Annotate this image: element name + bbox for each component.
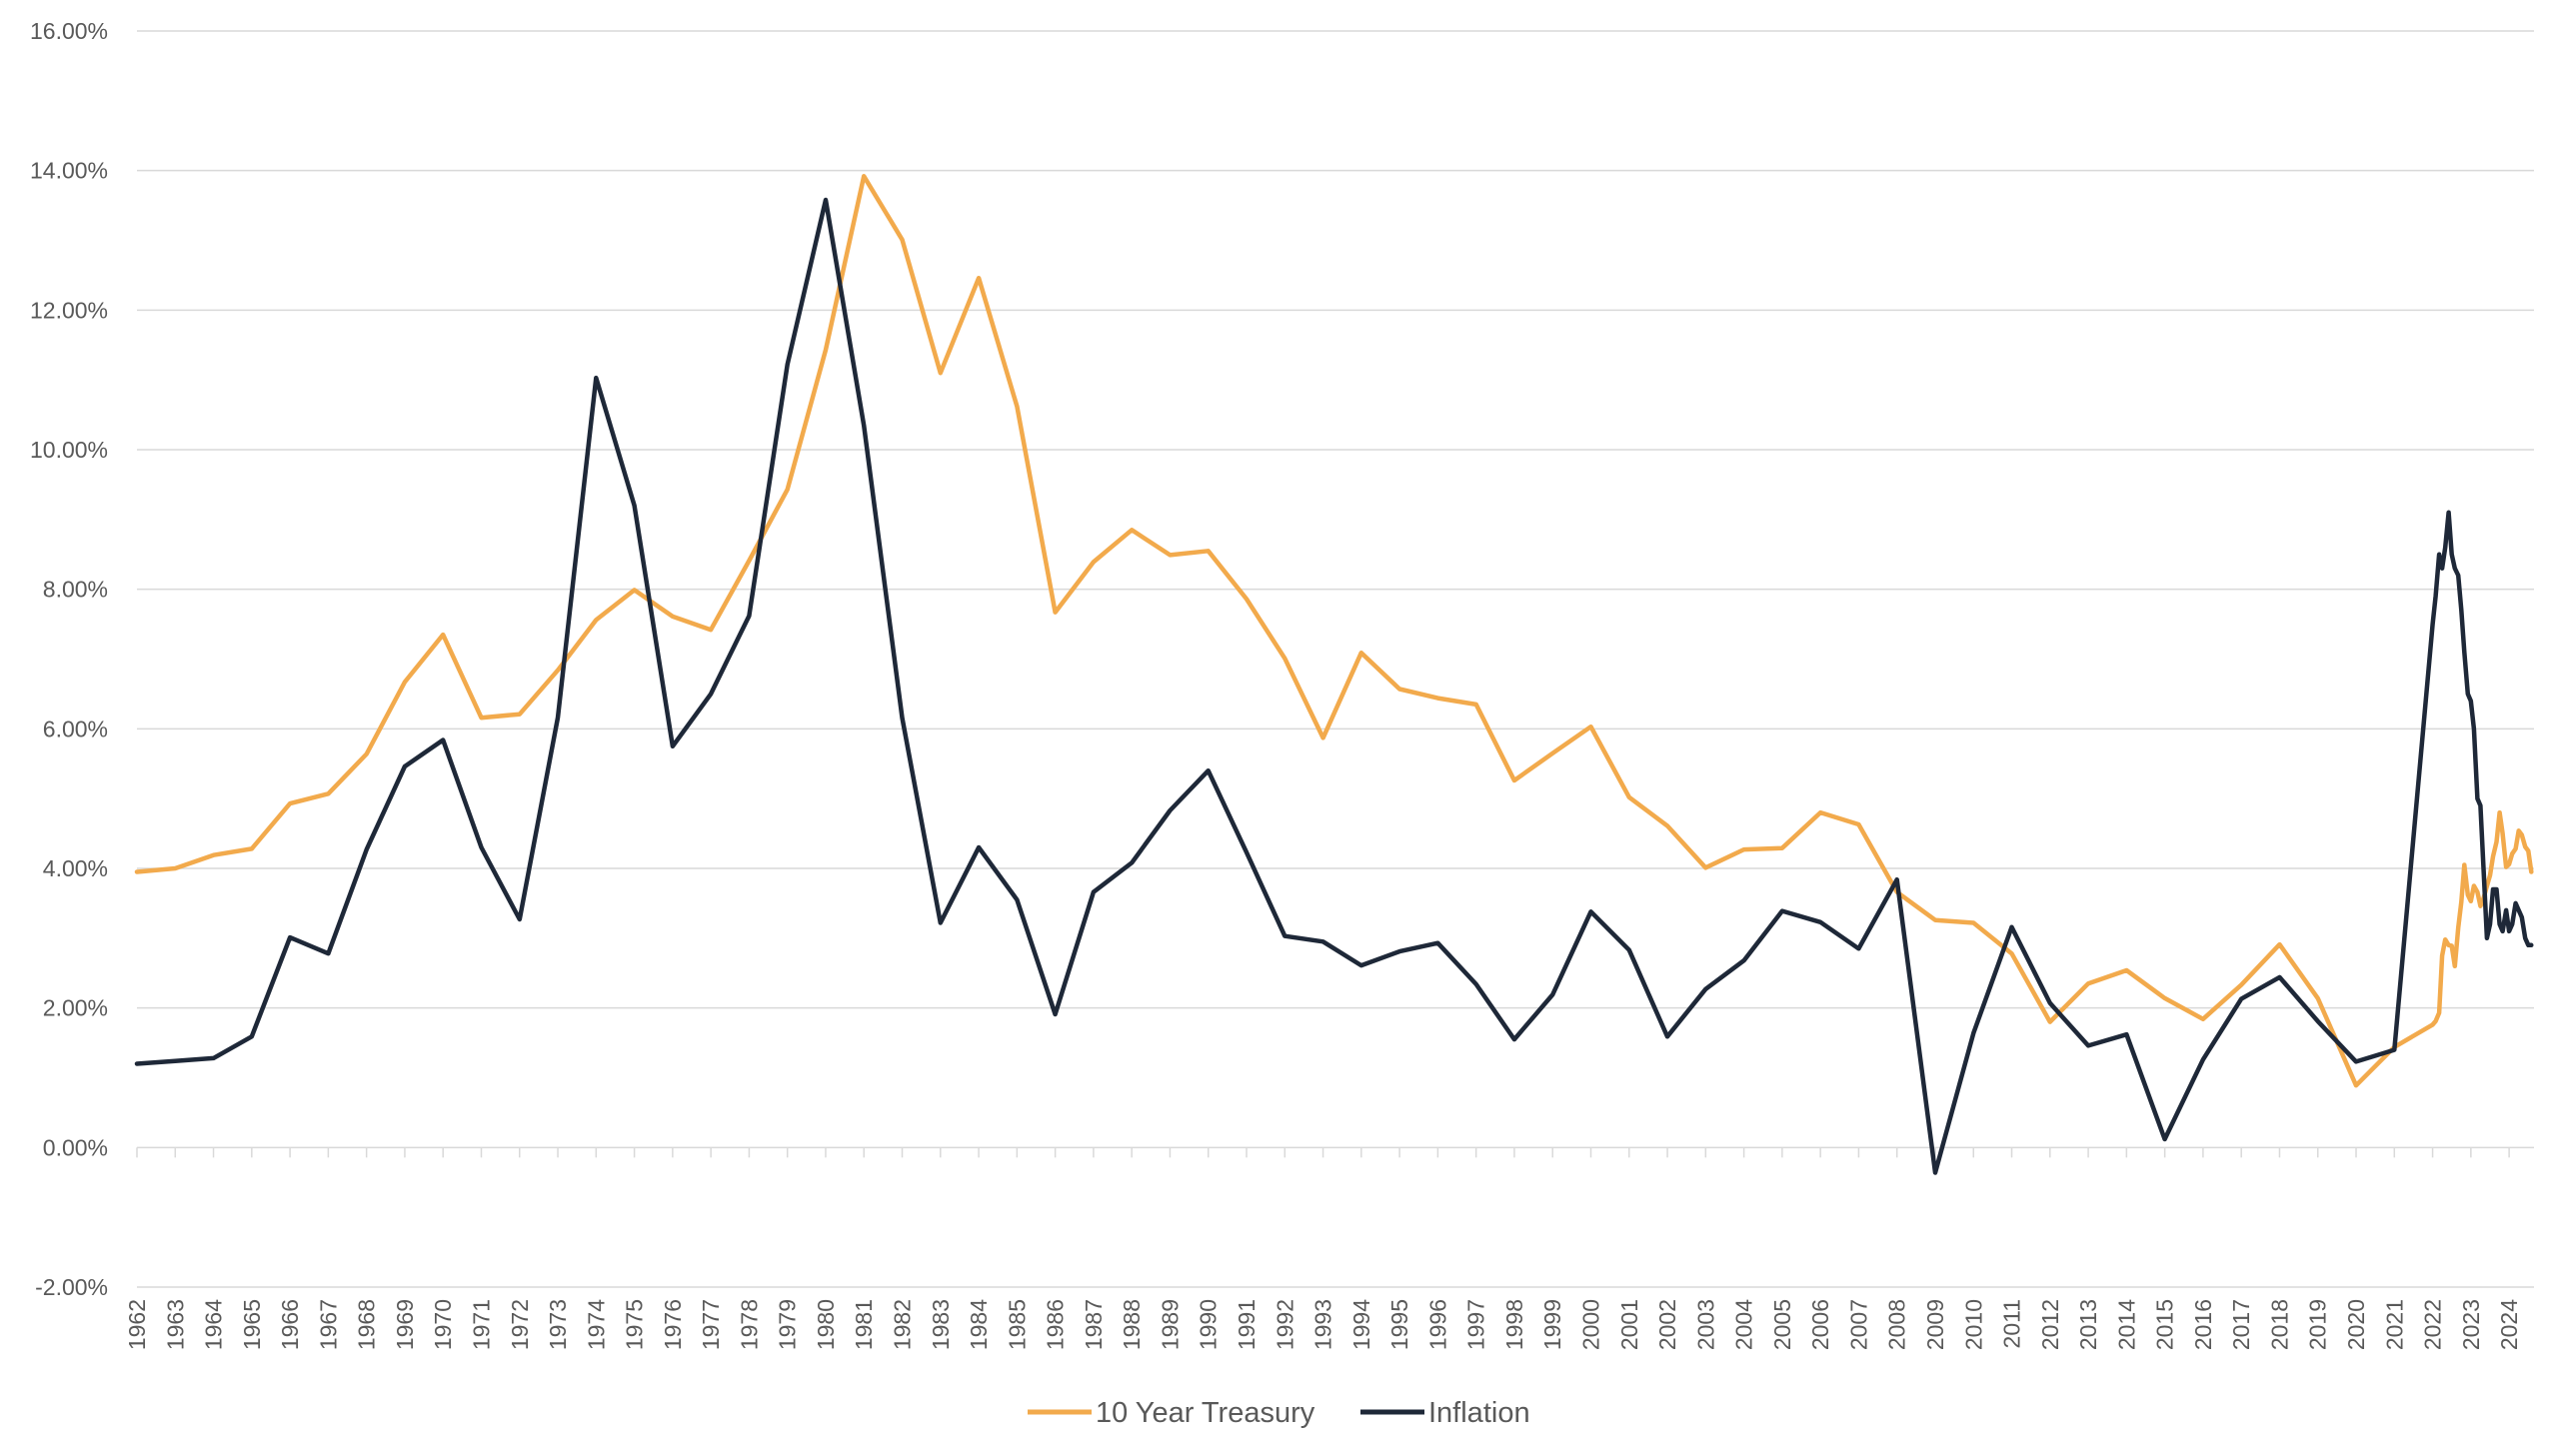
series-lines — [134, 174, 2534, 1175]
x-tick-label: 2011 — [1999, 1299, 2025, 1348]
x-tick-label: 1996 — [1424, 1299, 1450, 1350]
x-tick-label: 1983 — [928, 1299, 954, 1350]
x-tick-label: 2009 — [1922, 1299, 1948, 1350]
x-tick-label: 1980 — [813, 1299, 839, 1350]
x-tick-label: 1965 — [239, 1299, 265, 1350]
x-tick-label: 2001 — [1616, 1299, 1642, 1350]
x-tick-label: 1997 — [1463, 1299, 1489, 1350]
x-tick-label: 2017 — [2228, 1299, 2254, 1350]
x-tick-label: 2008 — [1884, 1299, 1910, 1350]
x-tick-label: 2002 — [1654, 1299, 1680, 1350]
x-tick-label: 1971 — [468, 1299, 494, 1350]
y-tick-label: 8.00% — [43, 577, 108, 603]
x-tick-label: 2018 — [2266, 1299, 2292, 1350]
x-tick-label: 2010 — [1960, 1299, 1986, 1350]
x-tick-label: 1994 — [1348, 1299, 1374, 1350]
x-axis — [136, 1146, 2534, 1158]
x-tick-label: 2022 — [2420, 1299, 2446, 1350]
y-tick-label: 2.00% — [43, 995, 108, 1021]
y-tick-label: 6.00% — [43, 716, 108, 741]
x-tick-label: 1999 — [1539, 1299, 1565, 1350]
x-tick-label: 2013 — [2075, 1299, 2101, 1350]
x-tick-label: 2024 — [2496, 1299, 2522, 1350]
x-tick-label: 1995 — [1386, 1299, 1412, 1350]
x-tick-label: 1991 — [1234, 1299, 1260, 1350]
legend-label-10-year-treasury: 10 Year Treasury — [1096, 1397, 1315, 1429]
gridlines — [137, 30, 2534, 1288]
y-axis-tick-labels: 16.00% 14.00% 12.00% 10.00% 8.00% 6.00% 4.00% 2… — [30, 18, 108, 1300]
x-tick-label: 1988 — [1119, 1299, 1145, 1350]
y-tick-label: 4.00% — [43, 855, 108, 881]
x-tick-label: 1973 — [545, 1299, 571, 1350]
x-tick-label: 1972 — [507, 1299, 533, 1350]
x-tick-label: 2004 — [1731, 1299, 1757, 1350]
x-tick-label: 1970 — [430, 1299, 456, 1350]
x-tick-label: 2016 — [2190, 1299, 2216, 1350]
x-tick-label: 1984 — [966, 1299, 992, 1350]
legend-label-inflation: Inflation — [1428, 1397, 1530, 1429]
x-tick-label: 1969 — [392, 1299, 418, 1350]
x-tick-label: 2006 — [1807, 1299, 1833, 1350]
x-tick-label: 1976 — [660, 1299, 686, 1350]
x-tick-label: 1963 — [162, 1299, 188, 1350]
x-tick-label: 1964 — [201, 1299, 227, 1350]
legend: 10 Year Treasury Inflation — [1028, 1397, 1530, 1429]
y-tick-label: -2.00% — [35, 1274, 108, 1300]
x-tick-label: 2020 — [2343, 1299, 2369, 1350]
x-tick-label: 1985 — [1004, 1299, 1030, 1350]
x-tick-label: 2000 — [1577, 1299, 1603, 1350]
x-tick-label: 2023 — [2458, 1299, 2484, 1350]
x-tick-label: 2007 — [1845, 1299, 1871, 1350]
x-tick-label: 1978 — [736, 1299, 762, 1350]
x-tick-label: 1968 — [354, 1299, 380, 1350]
x-tick-label: 1992 — [1272, 1299, 1297, 1350]
x-tick-label: 2019 — [2305, 1299, 2331, 1350]
x-tick-label: 2014 — [2113, 1299, 2139, 1350]
x-tick-label: 2003 — [1692, 1299, 1718, 1350]
x-tick-label: 2015 — [2152, 1299, 2178, 1350]
x-tick-label: 1966 — [277, 1299, 303, 1350]
series-line-inflation — [134, 197, 2534, 1175]
x-axis-tick-labels: 1962 1963 1964 1965 1966 1967 1968 1969 1970 1971… — [124, 1299, 2522, 1350]
x-tick-label: 1982 — [890, 1299, 916, 1350]
x-tick-label: 1993 — [1310, 1299, 1336, 1350]
x-tick-label: 1986 — [1043, 1299, 1069, 1350]
x-tick-label: 1977 — [698, 1299, 724, 1350]
x-tick-label: 1987 — [1081, 1299, 1107, 1350]
x-tick-label: 1990 — [1196, 1299, 1222, 1350]
x-tick-label: 1979 — [775, 1299, 801, 1350]
x-tick-label: 1998 — [1501, 1299, 1527, 1350]
y-tick-label: 16.00% — [30, 18, 108, 44]
y-tick-label: 14.00% — [30, 158, 108, 184]
x-tick-label: 1989 — [1157, 1299, 1183, 1350]
x-tick-label: 1967 — [315, 1299, 341, 1350]
x-tick-label: 2005 — [1769, 1299, 1795, 1350]
x-tick-label: 2012 — [2037, 1299, 2063, 1350]
y-tick-label: 10.00% — [30, 437, 108, 463]
y-tick-label: 12.00% — [30, 297, 108, 323]
x-tick-label: 2021 — [2381, 1299, 2407, 1350]
y-tick-label: 0.00% — [43, 1134, 108, 1160]
x-tick-label: 1975 — [622, 1299, 648, 1350]
x-tick-label: 1974 — [583, 1299, 609, 1350]
x-tick-label: 1981 — [851, 1299, 877, 1350]
x-tick-label: 1962 — [124, 1299, 150, 1350]
